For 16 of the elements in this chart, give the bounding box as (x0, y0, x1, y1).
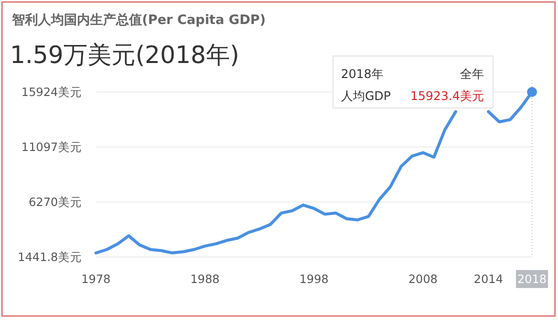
chart-title: 智利人均国内生产总值(Per Capita GDP) (11, 12, 266, 28)
y-tick-label: 15924美元 (21, 85, 82, 99)
y-tick-label: 6270美元 (28, 194, 82, 209)
x-tick-label: 2008 (408, 272, 438, 286)
x-tick-label: 2014 (474, 272, 504, 286)
x-tick-label: 2018 (517, 272, 547, 286)
chart-subtitle: 1.59万美元(2018年) (10, 41, 240, 69)
annotation: 15923.4美元 (410, 89, 484, 103)
y-tick-label: 1441.8美元 (18, 250, 82, 264)
annotation: 人均GDP (341, 89, 391, 103)
x-tick-label: 1988 (190, 272, 220, 286)
text: 2018年 (341, 67, 384, 81)
x-tick-label: 1998 (299, 272, 329, 286)
y-tick-label: 11097美元 (21, 140, 82, 154)
x-tick-label: 1978 (81, 272, 111, 286)
text: 全年 (460, 67, 484, 81)
